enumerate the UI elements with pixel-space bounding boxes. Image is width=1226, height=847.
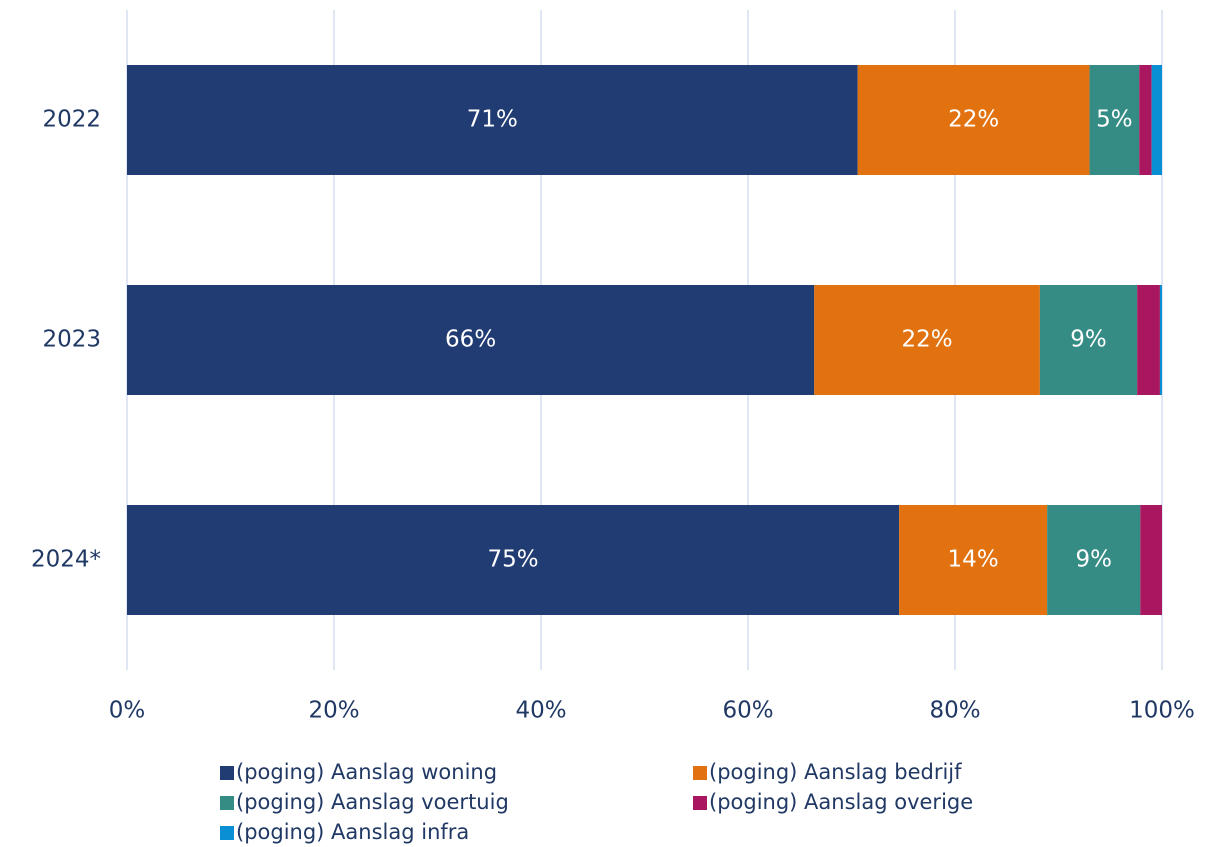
data-label: 9% bbox=[1075, 547, 1112, 573]
bar-segment bbox=[127, 505, 900, 615]
bar-segment bbox=[1089, 65, 1140, 175]
x-tick-label: 40% bbox=[515, 698, 566, 724]
bar-segment bbox=[1159, 285, 1162, 395]
legend-swatch bbox=[693, 766, 707, 780]
bar-segment bbox=[1140, 505, 1162, 615]
data-label: 22% bbox=[948, 107, 999, 133]
bar-segment bbox=[1151, 65, 1162, 175]
data-label: 5% bbox=[1096, 107, 1133, 133]
legend-label: (poging) Aanslag overige bbox=[709, 790, 973, 814]
data-label: 66% bbox=[445, 327, 496, 353]
data-label: 9% bbox=[1070, 327, 1107, 353]
x-tick-label: 80% bbox=[929, 698, 980, 724]
x-tick-label: 100% bbox=[1129, 698, 1195, 724]
bar-segment bbox=[1047, 505, 1141, 615]
bar-segment bbox=[814, 285, 1040, 395]
x-tick-label: 0% bbox=[109, 698, 146, 724]
legend-label: (poging) Aanslag voertuig bbox=[236, 790, 509, 814]
bar-segment bbox=[899, 505, 1048, 615]
bar-segment bbox=[1139, 65, 1152, 175]
bar-segment bbox=[127, 285, 815, 395]
legend-swatch bbox=[693, 796, 707, 810]
bar-segment bbox=[1039, 285, 1138, 395]
legend-label: (poging) Aanslag woning bbox=[236, 760, 497, 784]
legend-swatch bbox=[220, 796, 234, 810]
data-label: 75% bbox=[487, 547, 538, 573]
y-tick-label: 2022 bbox=[42, 107, 101, 133]
legend-label: (poging) Aanslag infra bbox=[236, 820, 469, 844]
data-label: 22% bbox=[901, 327, 952, 353]
x-tick-label: 20% bbox=[308, 698, 359, 724]
data-label: 14% bbox=[948, 547, 999, 573]
bar-segment bbox=[1137, 285, 1160, 395]
bar-segment bbox=[127, 65, 858, 175]
legend-swatch bbox=[220, 766, 234, 780]
y-tick-label: 2023 bbox=[42, 327, 101, 353]
x-tick-label: 60% bbox=[722, 698, 773, 724]
bar-segment bbox=[857, 65, 1090, 175]
data-label: 71% bbox=[467, 107, 518, 133]
y-tick-label: 2024* bbox=[31, 547, 101, 573]
legend-swatch bbox=[220, 826, 234, 840]
legend-label: (poging) Aanslag bedrijf bbox=[709, 760, 962, 784]
